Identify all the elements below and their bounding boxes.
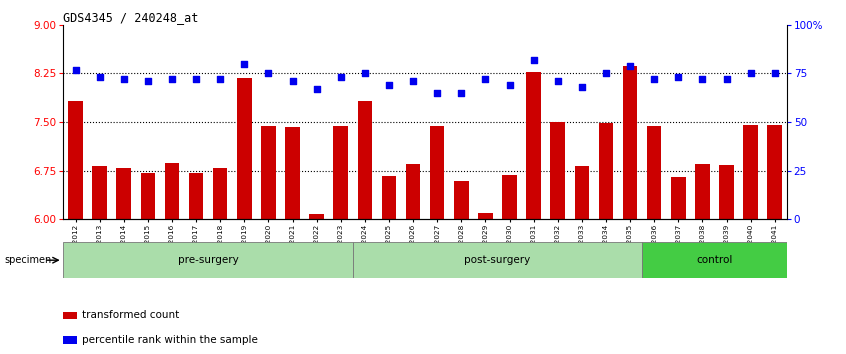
Point xyxy=(647,76,661,82)
Bar xyxy=(353,242,642,278)
Point xyxy=(382,82,396,88)
Point xyxy=(334,74,348,80)
Bar xyxy=(310,214,324,354)
Bar xyxy=(69,101,83,354)
Bar xyxy=(213,168,228,354)
Bar xyxy=(333,126,348,354)
Bar xyxy=(63,336,77,344)
Point xyxy=(599,70,613,76)
Bar xyxy=(92,166,107,354)
Bar xyxy=(719,165,733,354)
Point xyxy=(744,70,757,76)
Point xyxy=(358,70,371,76)
Point xyxy=(672,74,685,80)
Bar xyxy=(189,173,203,354)
Point xyxy=(768,70,782,76)
Bar xyxy=(642,242,787,278)
Point xyxy=(190,76,203,82)
Bar xyxy=(671,177,685,354)
Text: pre-surgery: pre-surgery xyxy=(178,255,239,265)
Bar xyxy=(574,166,589,354)
Point xyxy=(454,90,468,96)
Point xyxy=(238,61,251,67)
Text: control: control xyxy=(696,255,733,265)
Bar xyxy=(454,181,469,354)
Bar xyxy=(406,164,420,354)
Bar xyxy=(744,125,758,354)
Point xyxy=(310,86,323,92)
Point xyxy=(575,84,589,90)
Bar xyxy=(647,126,662,354)
Point xyxy=(431,90,444,96)
Point xyxy=(624,63,637,68)
Point xyxy=(69,67,82,72)
Bar xyxy=(140,173,155,354)
Bar xyxy=(599,123,613,354)
Bar xyxy=(503,175,517,354)
Bar xyxy=(430,126,444,354)
Bar xyxy=(237,78,251,354)
Bar xyxy=(117,168,131,354)
Point xyxy=(527,57,541,63)
Bar xyxy=(526,72,541,354)
Bar xyxy=(165,163,179,354)
Point xyxy=(479,76,492,82)
Bar xyxy=(285,127,299,354)
Point xyxy=(165,76,179,82)
Bar xyxy=(767,125,782,354)
Point xyxy=(93,74,107,80)
Point xyxy=(141,78,155,84)
Bar xyxy=(478,213,492,354)
Bar xyxy=(551,122,565,354)
Bar xyxy=(63,312,77,319)
Point xyxy=(286,78,299,84)
Point xyxy=(261,70,275,76)
Bar xyxy=(623,66,637,354)
Point xyxy=(720,76,733,82)
Bar xyxy=(695,164,710,354)
Bar xyxy=(261,126,276,354)
Text: GDS4345 / 240248_at: GDS4345 / 240248_at xyxy=(63,11,199,24)
Bar xyxy=(382,176,396,354)
Text: specimen: specimen xyxy=(4,255,52,265)
Text: post-surgery: post-surgery xyxy=(464,255,530,265)
Point xyxy=(551,78,564,84)
Point xyxy=(117,76,130,82)
Point xyxy=(503,82,516,88)
Point xyxy=(695,76,709,82)
Text: percentile rank within the sample: percentile rank within the sample xyxy=(82,335,258,345)
Point xyxy=(406,78,420,84)
Bar xyxy=(63,242,353,278)
Point xyxy=(213,76,227,82)
Bar xyxy=(358,101,372,354)
Text: transformed count: transformed count xyxy=(82,310,179,320)
